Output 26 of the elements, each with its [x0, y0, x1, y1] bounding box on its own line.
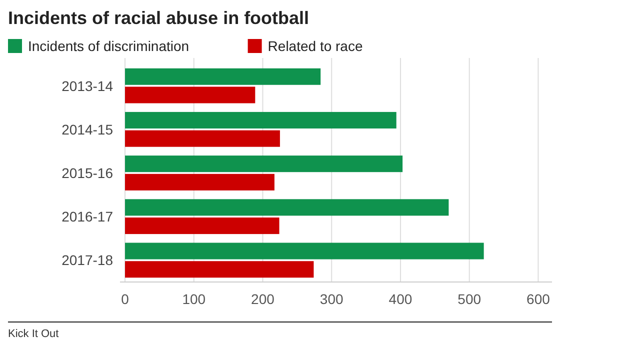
legend-label: Incidents of discrimination [28, 38, 190, 54]
chart-title: Incidents of racial abuse in football [8, 8, 310, 28]
y-tick-label: 2013-14 [62, 78, 114, 94]
x-tick-label: 300 [320, 291, 344, 307]
x-tick-label: 0 [121, 291, 130, 307]
x-tick-label: 100 [182, 291, 206, 307]
y-tick-label: 2017-18 [62, 252, 114, 268]
legend-label: Related to race [268, 38, 363, 54]
text: Kick It Out [8, 328, 59, 340]
bar [125, 242, 484, 260]
bar [125, 112, 396, 128]
bar [125, 199, 449, 216]
bar [125, 86, 256, 104]
x-tick-label: 200 [251, 291, 275, 307]
y-tick-label: 2015-16 [62, 165, 114, 181]
y-tick-label: 2014-15 [62, 121, 114, 138]
y-tick-label: 2016-17 [62, 208, 114, 225]
bar [125, 68, 321, 85]
bar [125, 218, 280, 234]
bar [125, 261, 314, 278]
x-tick-label: 400 [388, 291, 412, 307]
bar [125, 156, 403, 172]
bar [125, 174, 274, 190]
x-tick-label: 500 [458, 291, 482, 307]
x-tick-label: 600 [526, 291, 550, 307]
bar [125, 130, 280, 147]
